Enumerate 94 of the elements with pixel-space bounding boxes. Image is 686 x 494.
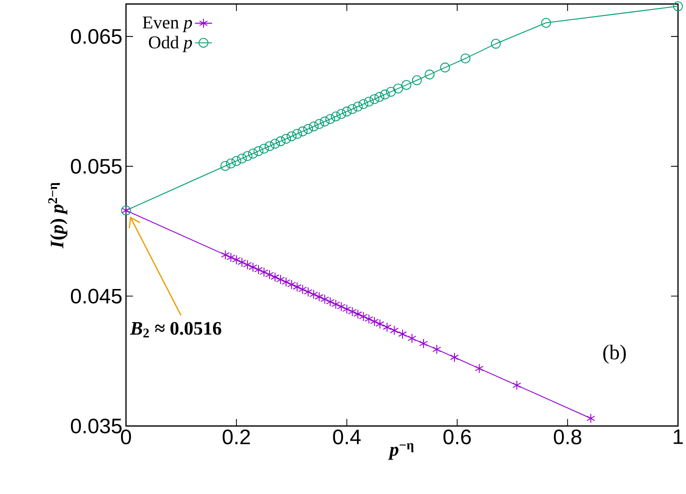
point (673, 1, 683, 12)
point (512, 380, 522, 390)
point (424, 70, 435, 80)
point (236, 154, 247, 164)
point (450, 352, 459, 362)
point (369, 94, 380, 104)
point (364, 96, 374, 107)
point (330, 111, 341, 122)
point (320, 116, 330, 126)
legend-label: Even p (142, 16, 192, 32)
annotation: (b) (603, 344, 626, 364)
x-axis-title: p$^{−η}$ (388, 443, 414, 460)
point (264, 141, 274, 152)
point (238, 257, 246, 268)
point (286, 131, 297, 142)
point (314, 292, 324, 302)
point (260, 267, 268, 278)
point (408, 333, 416, 344)
point (352, 102, 363, 112)
point (432, 344, 442, 354)
point (320, 294, 330, 304)
x-tick-label: 0.2 (222, 430, 250, 444)
point (412, 75, 422, 86)
point (282, 277, 290, 287)
point (276, 136, 286, 146)
y-tick-label: 0.065 (70, 29, 122, 44)
point (254, 264, 263, 275)
point (359, 312, 368, 322)
point (314, 119, 324, 129)
point (370, 316, 379, 326)
point (490, 38, 501, 49)
y-tick-label: 0.045 (70, 288, 122, 304)
point (248, 148, 258, 159)
point (336, 302, 346, 312)
point (331, 299, 340, 310)
point (303, 124, 314, 134)
point (336, 109, 346, 119)
point (347, 104, 358, 114)
point (460, 53, 470, 64)
point (248, 262, 258, 272)
point (382, 322, 392, 332)
point (376, 318, 384, 329)
point (298, 284, 307, 294)
point (254, 146, 264, 156)
point (401, 80, 412, 90)
point (474, 364, 484, 374)
point (231, 156, 242, 166)
point (281, 134, 292, 144)
point (220, 160, 230, 171)
point (353, 309, 362, 320)
point (398, 329, 407, 340)
point (374, 92, 384, 102)
point (226, 158, 236, 168)
point (226, 252, 236, 262)
point (393, 84, 404, 94)
point (276, 274, 285, 284)
point (242, 151, 252, 161)
point (440, 62, 450, 72)
point (259, 144, 269, 154)
x-tick-label: 0 (120, 430, 131, 444)
point (364, 314, 374, 324)
point (221, 250, 230, 260)
point (292, 282, 302, 292)
annotation: B$_{2}$ ≈ 0.0516 (130, 322, 222, 338)
point (304, 286, 313, 297)
point (309, 289, 318, 300)
point (348, 306, 357, 317)
x-tick-label: 1 (674, 430, 683, 444)
point (298, 126, 308, 136)
point (265, 270, 274, 280)
point (325, 114, 336, 124)
point (270, 272, 280, 282)
legend-label: Odd p (148, 36, 192, 52)
point (342, 106, 352, 116)
point (419, 338, 428, 348)
point (292, 128, 302, 139)
y-tick-label: 0.055 (70, 158, 122, 174)
point (541, 18, 552, 28)
point (232, 254, 241, 265)
point (586, 413, 596, 424)
point (287, 280, 296, 290)
point (326, 296, 335, 307)
point (342, 304, 352, 314)
x-tick-label: 0.8 (554, 430, 582, 444)
y-tick-label: 0.035 (70, 418, 122, 434)
point (386, 86, 396, 97)
point (390, 325, 399, 336)
point (243, 260, 252, 270)
point (308, 121, 319, 132)
x-tick-label: 0.4 (333, 430, 361, 444)
point (380, 90, 390, 100)
point (270, 138, 280, 149)
x-tick-label: 0.6 (443, 430, 471, 444)
point (358, 99, 368, 110)
